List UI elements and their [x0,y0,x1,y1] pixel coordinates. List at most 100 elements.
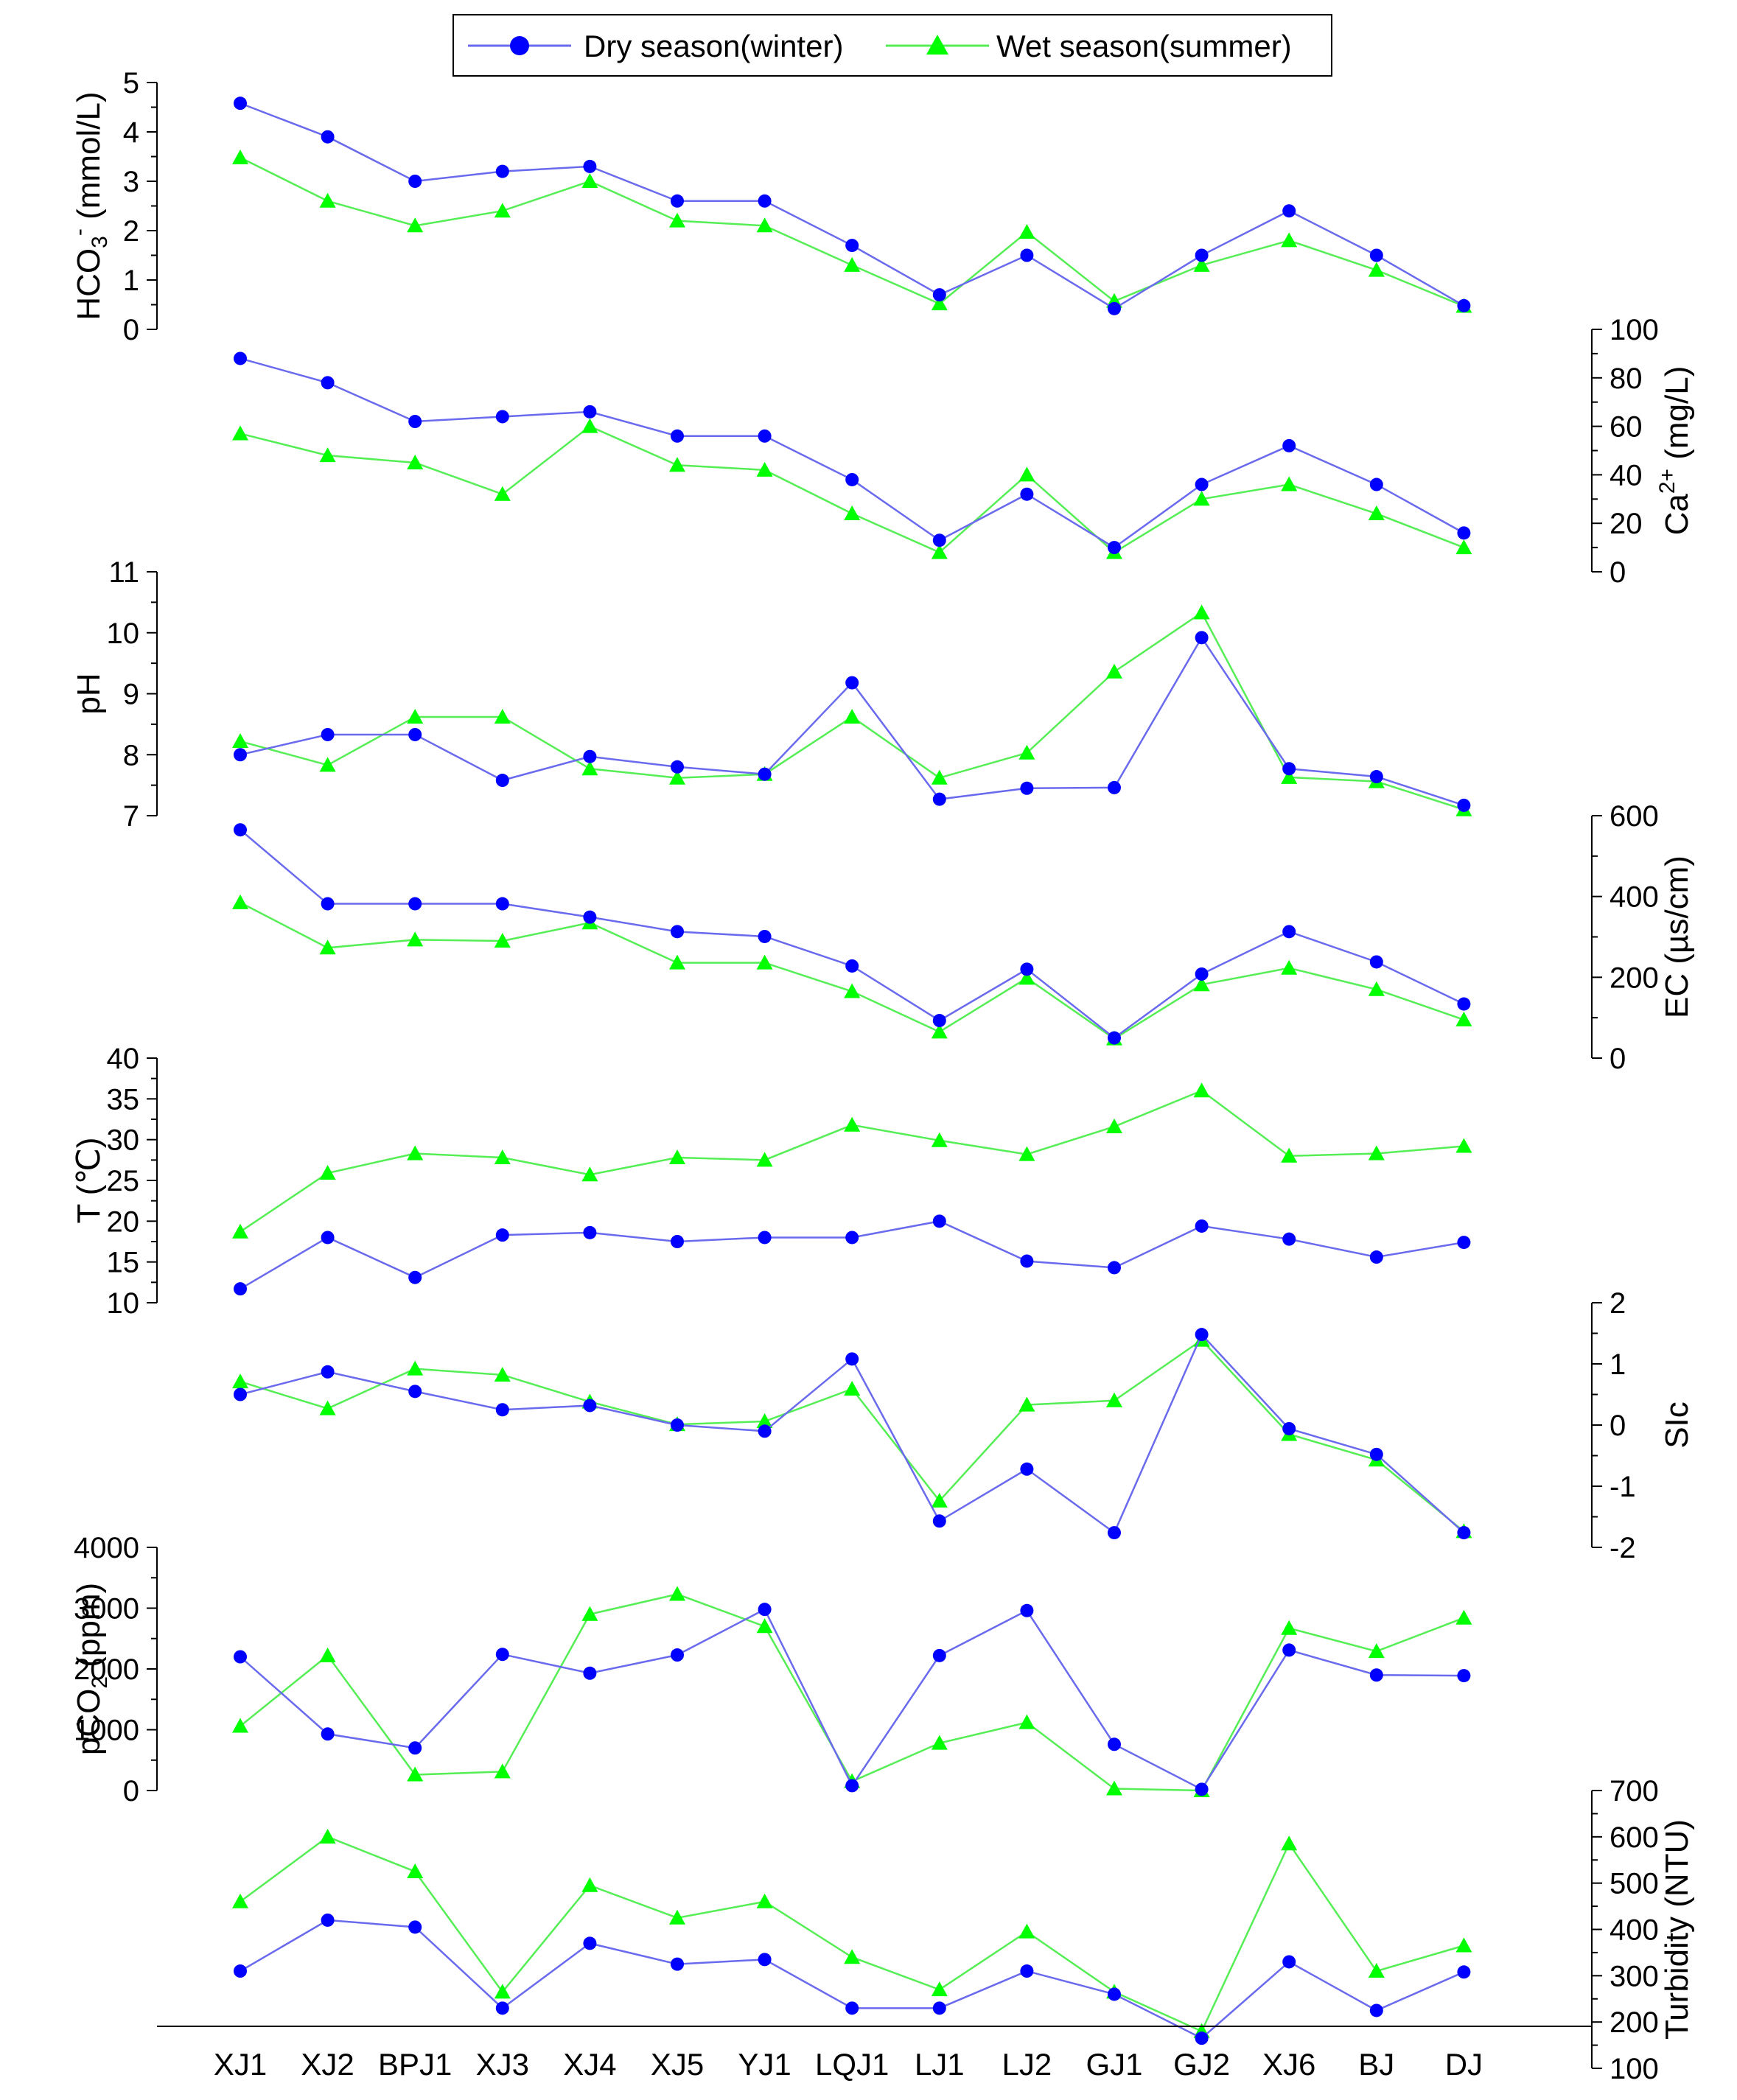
ph-wet-point [1193,604,1210,620]
temp-dry-point [321,1231,335,1245]
pco2-wet-point [931,1735,948,1750]
temp-dry-point [495,1228,509,1242]
temp-dry-point [932,1214,946,1228]
hco3-wet-point [844,256,861,272]
temp-tick-label: 30 [107,1124,140,1157]
category-label: LJ2 [1002,2047,1052,2082]
turbidity-dry-point [1020,1964,1034,1978]
ca-dry-point [845,472,859,486]
temp-dry-point [671,1235,684,1248]
temp-wet-line [240,1089,1464,1233]
sic-dry-point [583,1399,597,1413]
temp-dry-point [1108,1261,1121,1275]
temp-dry-point [1195,1219,1209,1233]
ca-dry-point [758,429,772,443]
sic-wet-point [756,1413,773,1429]
sic-dry-point [1457,1526,1471,1540]
ph-dry-point [321,727,335,741]
sic-wet-line [240,1338,1465,1533]
pco2-axis-title-part: pCO [71,1689,107,1755]
pco2-dry-point [845,1779,859,1793]
sic-dry-point [1195,1328,1209,1342]
ec-wet-point [669,954,685,970]
hco3-wet-point [494,203,511,218]
hco3-dry-line [240,102,1465,310]
ph-dry-point [671,760,684,774]
turbidity-dry-point [758,1953,772,1967]
ec-wet-point [1193,976,1210,992]
ec-dry-point [495,897,509,911]
ec-dry-point [583,910,597,924]
ca-axis-title: Ca2+ (mg/L) [1655,366,1695,536]
hco3-tick-label: 4 [123,116,139,149]
ec-wet-point [1018,970,1035,985]
temp-dry-point [1457,1236,1471,1250]
ca-wet-point [1018,466,1035,482]
turbidity-dry-point [495,2001,509,2015]
turbidity-dry-point [845,2001,859,2015]
ph-dry-point [495,774,509,788]
pco2-dry-point [583,1666,597,1680]
pco2-wet-point [494,1763,511,1779]
ca-tick-label: 80 [1610,363,1643,395]
ph-wet-point [1281,769,1298,784]
hco3-dry-point [408,175,422,188]
ph-wet-point [931,769,948,785]
pco2-axis-title-part: (ppm) [71,1583,107,1676]
ec-wet-point [232,894,248,909]
turbidity-wet-point [1281,1835,1298,1851]
ec-tick-label: 600 [1610,800,1659,833]
sic-wet-point [232,1373,248,1389]
temp-dry-point [583,1225,597,1239]
pco2-tick-label: 1000 [74,1715,139,1747]
hco3-axis-title-part: 3 [88,236,112,248]
pco2-dry-point [321,1727,335,1741]
ca-wet-point [931,544,948,559]
temp-dry-point [1020,1254,1034,1268]
turbidity-tick-label: 400 [1610,1914,1659,1947]
sic-dry-point [495,1403,509,1417]
turbidity-wet-point [319,1828,336,1844]
ph-wet-point [319,757,336,772]
legend: Dry season(winter) Wet season(summer) [452,14,1332,77]
sic-tick-label: 1 [1610,1348,1626,1381]
turbidity-dry-point [583,1936,597,1950]
pco2-wet-point [669,1586,685,1601]
hco3-wet-point [669,212,685,228]
sic-dry-point [932,1514,946,1528]
ca-wet-line [240,425,1464,554]
temp-dry-point [1282,1232,1296,1246]
ph-dry-point [408,727,422,741]
pco2-wet-point [407,1766,424,1782]
sic-axis-title: SIc [1659,1401,1695,1449]
ec-dry-point [1457,997,1471,1011]
category-label: BJ [1358,2047,1394,2082]
hco3-wet-point [1193,256,1210,272]
ec-dry-point [758,929,772,943]
sic-wet-point [844,1381,861,1396]
turbidity-wet-point [1368,1963,1385,1978]
ca-axis-title-part: 2+ [1655,469,1680,494]
hco3-axis-title-part: HCO [71,248,107,321]
ca-wet-point [844,505,861,521]
ca-wet-point [581,418,598,433]
hco3-tick-label: 3 [123,166,139,198]
temp-wet-point [407,1145,424,1161]
sic-wet-point [1018,1396,1035,1412]
ph-tick-label: 7 [123,800,139,833]
sic-dry-point [1020,1462,1034,1476]
ec-wet-point [1368,981,1385,996]
ca-tick-label: 0 [1610,556,1626,589]
hco3-tick-label: 2 [123,215,139,248]
sic-wet-point [319,1400,336,1415]
ec-dry-point [1108,1031,1121,1045]
temp-wet-point [1368,1145,1385,1161]
ph-dry-point [1108,780,1121,794]
sic-wet-point [494,1366,511,1382]
ph-dry-point [1282,762,1296,776]
hco3-wet-point [319,192,336,208]
panel-ph: 7 8 9 10 11 pH [71,556,1472,833]
sic-tick-label: -1 [1610,1471,1636,1503]
